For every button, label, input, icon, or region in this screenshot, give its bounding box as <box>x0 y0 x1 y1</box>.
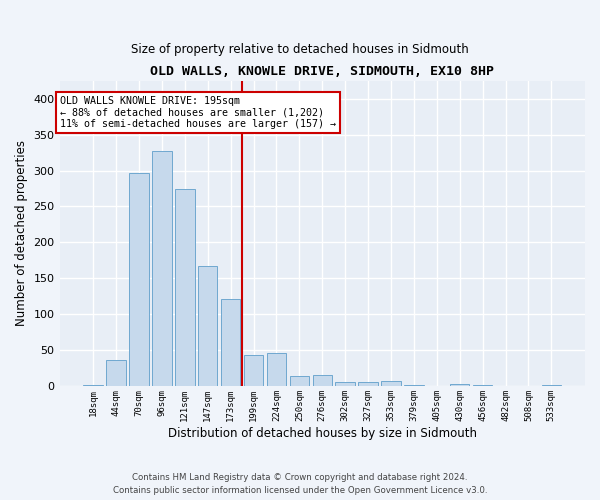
Bar <box>290 376 309 386</box>
Bar <box>221 300 241 386</box>
Bar <box>106 360 126 386</box>
Bar <box>450 384 469 386</box>
Text: OLD WALLS KNOWLE DRIVE: 195sqm
← 88% of detached houses are smaller (1,202)
11% : OLD WALLS KNOWLE DRIVE: 195sqm ← 88% of … <box>59 96 335 129</box>
Text: Size of property relative to detached houses in Sidmouth: Size of property relative to detached ho… <box>131 42 469 56</box>
Bar <box>175 188 194 386</box>
Bar <box>244 355 263 386</box>
Bar <box>473 385 493 386</box>
Bar <box>542 385 561 386</box>
Bar <box>198 266 217 386</box>
Y-axis label: Number of detached properties: Number of detached properties <box>15 140 28 326</box>
X-axis label: Distribution of detached houses by size in Sidmouth: Distribution of detached houses by size … <box>168 427 477 440</box>
Bar <box>152 151 172 386</box>
Bar <box>83 385 103 386</box>
Bar <box>313 375 332 386</box>
Bar <box>381 380 401 386</box>
Title: OLD WALLS, KNOWLE DRIVE, SIDMOUTH, EX10 8HP: OLD WALLS, KNOWLE DRIVE, SIDMOUTH, EX10 … <box>150 65 494 78</box>
Bar <box>404 385 424 386</box>
Bar <box>129 172 149 386</box>
Bar <box>335 382 355 386</box>
Bar <box>267 354 286 386</box>
Bar <box>358 382 378 386</box>
Text: Contains HM Land Registry data © Crown copyright and database right 2024.
Contai: Contains HM Land Registry data © Crown c… <box>113 474 487 495</box>
